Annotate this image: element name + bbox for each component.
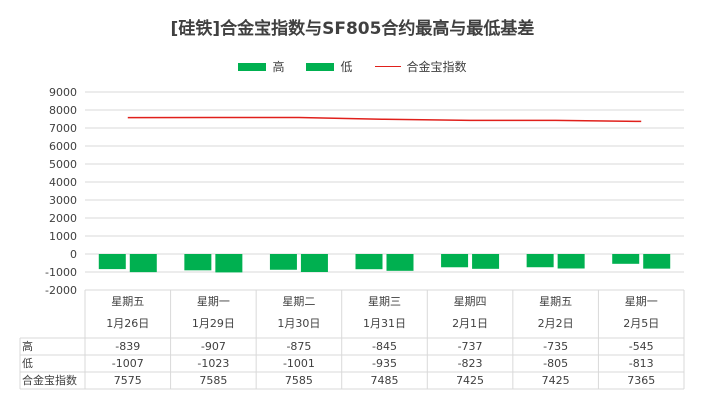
y-tick-label: 6000 — [49, 140, 77, 153]
legend-item-high: 高 — [238, 58, 284, 75]
table-cell: -845 — [372, 340, 397, 353]
category-weekday-label: 星期一 — [625, 295, 658, 308]
bar-high — [269, 254, 297, 270]
bar-high — [184, 254, 212, 271]
table-cell: 7425 — [542, 374, 570, 387]
table-cell: 7365 — [627, 374, 655, 387]
bar-low — [643, 254, 671, 269]
table-cell: 7485 — [371, 374, 399, 387]
category-date-label: 1月29日 — [192, 317, 235, 330]
bar-low — [300, 254, 328, 273]
bar-high — [98, 254, 126, 270]
table-cell: -875 — [286, 340, 311, 353]
y-tick-label: 5000 — [49, 158, 77, 171]
table-cell: -737 — [458, 340, 483, 353]
y-tick-label: 7000 — [49, 122, 77, 135]
table-cell: -935 — [372, 357, 397, 370]
table-cell: -805 — [543, 357, 568, 370]
legend-label-index: 合金宝指数 — [406, 60, 467, 74]
legend-label-high: 高 — [272, 60, 285, 74]
table-cell: -813 — [629, 357, 654, 370]
bar-low — [472, 254, 500, 269]
legend-swatch-high — [238, 62, 267, 71]
table-cell: 7585 — [285, 374, 313, 387]
category-weekday-label: 星期三 — [368, 295, 401, 308]
table-cell: 7585 — [199, 374, 227, 387]
table-cell: -1007 — [112, 357, 144, 370]
legend: 高 低 合金宝指数 — [0, 58, 705, 75]
category-weekday-label: 星期五 — [111, 295, 144, 308]
table-cell: -907 — [201, 340, 226, 353]
legend-item-index: 合金宝指数 — [374, 58, 467, 75]
category-weekday-label: 星期五 — [539, 295, 572, 308]
legend-item-low: 低 — [306, 58, 353, 75]
legend-label-low: 低 — [340, 60, 353, 74]
y-tick-label: 0 — [70, 248, 77, 261]
category-date-label: 2月2日 — [538, 317, 574, 330]
table-cell: -839 — [115, 340, 140, 353]
y-tick-label: -2000 — [45, 284, 77, 297]
legend-swatch-index — [374, 66, 401, 67]
bar-high — [612, 254, 640, 264]
table-cell: -735 — [543, 340, 568, 353]
bar-low — [215, 254, 243, 273]
legend-swatch-low — [306, 62, 335, 71]
category-date-label: 2月1日 — [452, 317, 488, 330]
category-date-label: 2月5日 — [623, 317, 659, 330]
table-cell: 7425 — [456, 374, 484, 387]
table-cell: 7575 — [114, 374, 142, 387]
y-tick-label: 3000 — [49, 194, 77, 207]
category-date-label: 1月31日 — [363, 317, 406, 330]
category-weekday-label: 星期一 — [197, 295, 230, 308]
table-row-label: 合金宝指数 — [22, 373, 77, 387]
category-date-label: 1月30日 — [277, 317, 320, 330]
y-tick-label: 9000 — [49, 86, 77, 99]
category-date-label: 1月26日 — [106, 317, 149, 330]
table-row-label: 高 — [22, 339, 33, 353]
bar-high — [355, 254, 383, 270]
bar-low — [386, 254, 414, 271]
chart-title: [硅铁]合金宝指数与SF805合约最高与最低基差 — [170, 19, 535, 39]
table-cell: -1023 — [197, 357, 229, 370]
bar-low — [557, 254, 585, 269]
y-tick-label: -1000 — [45, 266, 77, 279]
bar-high — [441, 254, 469, 268]
bar-low — [129, 254, 157, 273]
table-cell: -545 — [629, 340, 654, 353]
line-index — [127, 116, 642, 123]
category-weekday-label: 星期二 — [282, 295, 315, 308]
table-cell: -823 — [458, 357, 483, 370]
table-row-label: 低 — [22, 357, 33, 370]
y-tick-label: 8000 — [49, 104, 77, 117]
bar-high — [526, 254, 554, 268]
table-cell: -1001 — [283, 357, 315, 370]
category-weekday-label: 星期四 — [454, 295, 487, 308]
y-tick-label: 2000 — [49, 212, 77, 225]
y-tick-label: 4000 — [49, 176, 77, 189]
y-tick-label: 1000 — [49, 230, 77, 243]
